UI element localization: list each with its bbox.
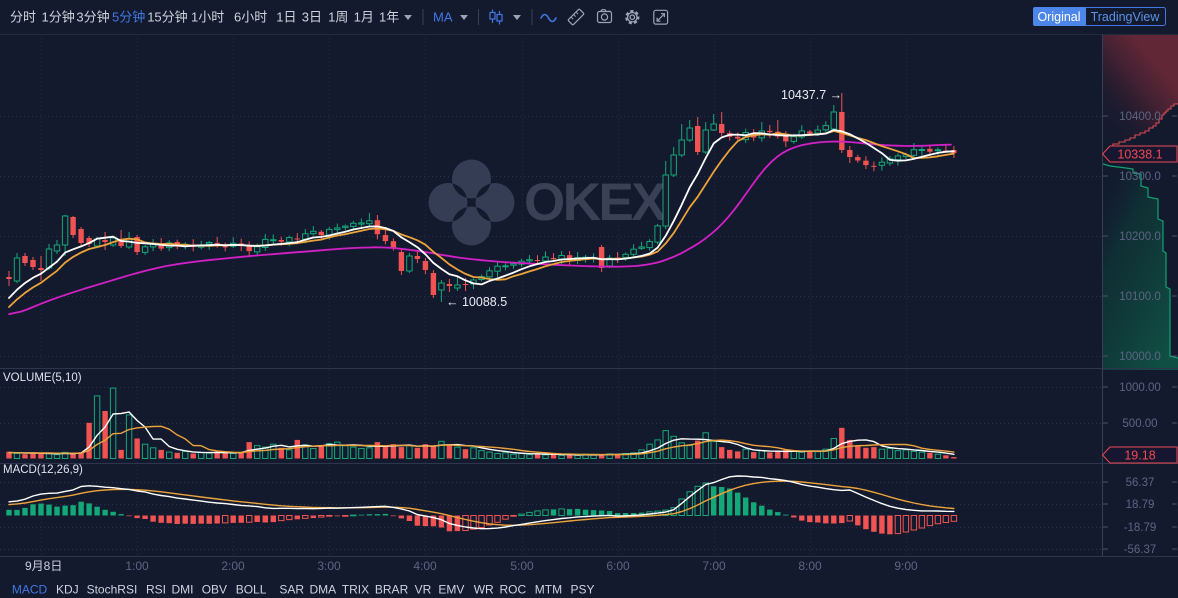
svg-text:8:00: 8:00 xyxy=(798,559,822,573)
svg-text:500.00: 500.00 xyxy=(1122,418,1157,430)
svg-text:1:00: 1:00 xyxy=(125,559,149,573)
svg-text:SAR: SAR xyxy=(279,583,304,597)
svg-text:3日: 3日 xyxy=(302,10,322,25)
svg-text:StochRSI: StochRSI xyxy=(87,583,138,597)
svg-text:MACD: MACD xyxy=(12,583,48,597)
svg-text:VOLUME(5,10): VOLUME(5,10) xyxy=(3,372,82,384)
svg-text:TRIX: TRIX xyxy=(342,583,369,597)
svg-text:1分钟: 1分钟 xyxy=(42,10,75,25)
svg-text:10300.0: 10300.0 xyxy=(1119,171,1161,183)
svg-text:OKEX: OKEX xyxy=(524,173,666,232)
svg-text:7:00: 7:00 xyxy=(702,559,726,573)
svg-text:56.37: 56.37 xyxy=(1126,477,1155,489)
svg-text:TradingView: TradingView xyxy=(1091,10,1161,24)
svg-text:← 10088.5: ← 10088.5 xyxy=(446,295,507,309)
svg-text:-56.37: -56.37 xyxy=(1124,544,1157,556)
svg-text:6小时: 6小时 xyxy=(234,10,267,25)
svg-text:MA: MA xyxy=(433,10,453,25)
svg-text:3分钟: 3分钟 xyxy=(76,10,109,25)
svg-text:VR: VR xyxy=(415,583,432,597)
svg-text:10437.7 →: 10437.7 → xyxy=(781,88,842,102)
svg-text:19.18: 19.18 xyxy=(1124,449,1155,463)
svg-text:1年: 1年 xyxy=(379,10,399,25)
svg-text:RSI: RSI xyxy=(146,583,166,597)
svg-text:Original: Original xyxy=(1037,10,1080,24)
svg-text:MTM: MTM xyxy=(535,583,562,597)
svg-text:2:00: 2:00 xyxy=(221,559,245,573)
svg-text:10100.0: 10100.0 xyxy=(1119,291,1161,303)
svg-text:OBV: OBV xyxy=(202,583,227,597)
svg-text:5:00: 5:00 xyxy=(510,559,534,573)
svg-text:EMV: EMV xyxy=(438,583,464,597)
svg-text:10000.0: 10000.0 xyxy=(1119,351,1161,363)
svg-text:ROC: ROC xyxy=(500,583,527,597)
svg-text:WR: WR xyxy=(474,583,494,597)
svg-text:1000.00: 1000.00 xyxy=(1119,382,1161,394)
svg-text:1月: 1月 xyxy=(354,10,374,25)
svg-text:1周: 1周 xyxy=(328,10,348,25)
svg-text:BRAR: BRAR xyxy=(375,583,409,597)
svg-text:18.79: 18.79 xyxy=(1126,499,1155,511)
svg-text:1小时: 1小时 xyxy=(191,10,224,25)
svg-text:DMA: DMA xyxy=(310,583,337,597)
svg-text:9月8日: 9月8日 xyxy=(25,559,62,573)
svg-text:-18.79: -18.79 xyxy=(1124,522,1157,534)
svg-text:DMI: DMI xyxy=(172,583,194,597)
svg-text:KDJ: KDJ xyxy=(56,583,79,597)
svg-text:10400.0: 10400.0 xyxy=(1119,111,1161,123)
svg-text:10338.1: 10338.1 xyxy=(1117,148,1162,162)
svg-text:PSY: PSY xyxy=(571,583,595,597)
svg-text:BOLL: BOLL xyxy=(236,583,267,597)
svg-text:3:00: 3:00 xyxy=(317,559,341,573)
svg-text:9:00: 9:00 xyxy=(894,559,918,573)
svg-text:MACD(12,26,9): MACD(12,26,9) xyxy=(3,464,83,476)
svg-text:5分钟: 5分钟 xyxy=(112,10,145,25)
svg-text:15分钟: 15分钟 xyxy=(147,10,187,25)
svg-text:4:00: 4:00 xyxy=(413,559,437,573)
svg-text:6:00: 6:00 xyxy=(606,559,630,573)
svg-text:分时: 分时 xyxy=(10,10,36,25)
svg-text:1日: 1日 xyxy=(276,10,296,25)
svg-text:10200.0: 10200.0 xyxy=(1119,231,1161,243)
